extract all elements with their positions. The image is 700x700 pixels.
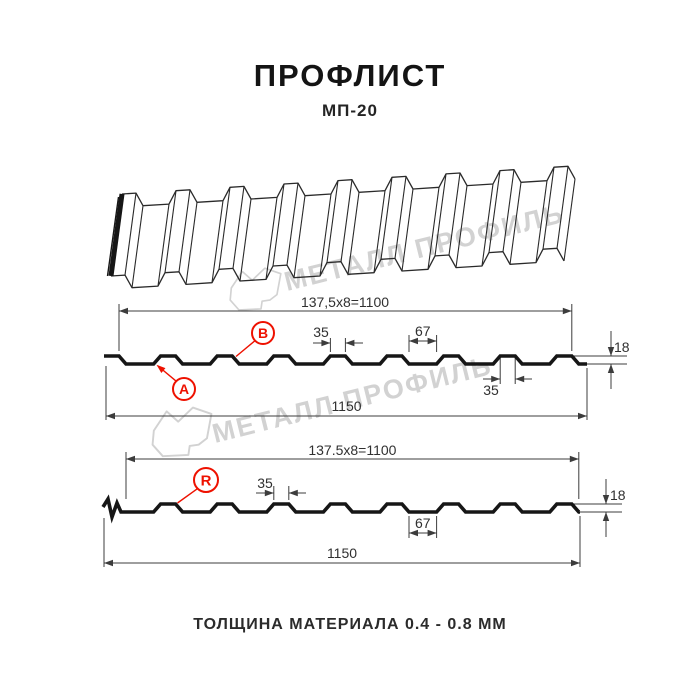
- dimension-height-label: 18: [610, 487, 626, 503]
- rib-edge-line: [434, 173, 447, 256]
- callout-leader: [235, 340, 256, 358]
- arrowhead: [578, 412, 587, 420]
- arrowhead: [409, 337, 418, 345]
- rib-edge-line: [326, 180, 339, 263]
- rib-edge-line: [185, 202, 198, 285]
- arrowhead: [409, 529, 418, 537]
- rib-edge-line: [563, 178, 576, 261]
- arrowhead: [571, 559, 580, 567]
- rib-edge-line: [380, 177, 393, 260]
- arrowhead: [106, 412, 115, 420]
- brand-logo-watermark: [229, 267, 282, 311]
- sheet-cut-edge-inner: [106, 196, 120, 277]
- point-marker-a: [172, 377, 196, 401]
- rib-edge-line: [178, 189, 191, 272]
- rib-edge-line: [401, 188, 414, 272]
- rib-edge-line: [232, 186, 245, 269]
- sheet-cut-edge: [108, 193, 125, 277]
- rib-edge-line: [272, 183, 285, 267]
- arrowhead: [427, 337, 437, 345]
- dimension-height-label: 18: [614, 339, 630, 355]
- arrowhead: [491, 375, 501, 383]
- sheet-top-edge: [121, 165, 576, 207]
- cross-section-top: [104, 304, 627, 420]
- rib-edge-line: [481, 183, 494, 267]
- arrowhead: [427, 529, 437, 537]
- arrowhead: [345, 339, 355, 347]
- arrowhead: [569, 455, 579, 463]
- rib-edge-line: [347, 192, 360, 275]
- rib-edge-line: [131, 205, 144, 288]
- dimension-rib-top-label: 35: [313, 324, 329, 340]
- profile-outline: [104, 354, 587, 366]
- profile-outline: [101, 494, 581, 524]
- point-marker-r: [193, 467, 219, 493]
- arrowhead: [321, 339, 331, 347]
- rib-edge-line: [211, 200, 224, 283]
- dimension-valley-label: 67: [415, 515, 431, 531]
- arrowhead: [126, 455, 135, 463]
- rib-edge-line: [373, 190, 386, 273]
- dimension-rib-top-label: 35: [257, 475, 273, 491]
- arrowhead: [104, 559, 113, 567]
- material-thickness-note: ТОЛЩИНА МАТЕРИАЛА 0.4 - 0.8 ММ: [193, 616, 507, 633]
- dimension-pitch-label: 137,5x8=1100: [301, 294, 389, 310]
- point-label-a: A: [179, 381, 189, 397]
- rib-edge-line: [556, 166, 569, 249]
- rib-edge-line: [293, 195, 306, 278]
- rib-edge-line: [502, 169, 515, 252]
- arrowhead: [607, 364, 615, 373]
- arrowhead: [515, 375, 525, 383]
- arrowhead: [156, 364, 166, 374]
- cross-section-bottom: [101, 452, 622, 567]
- arrowhead: [119, 307, 128, 315]
- rib-edge-line: [535, 180, 548, 263]
- dimension-rib-lower-label: 35: [483, 382, 499, 398]
- point-label-r: R: [201, 473, 212, 490]
- dimension-overall-width-label: 1150: [331, 398, 361, 414]
- brand-logo-watermark: [151, 406, 213, 458]
- rib-edge-line: [448, 172, 461, 256]
- rib-edge-line: [124, 193, 137, 276]
- rib-edge-line: [265, 197, 278, 280]
- arrowhead: [602, 495, 610, 504]
- rib-edge-line: [455, 185, 468, 268]
- arrowhead: [607, 347, 615, 356]
- rib-edge-line: [239, 198, 252, 282]
- rib-edge-line: [157, 204, 170, 287]
- arrowhead: [602, 512, 610, 521]
- rib-edge-line: [488, 170, 501, 253]
- dimension-valley-label: 67: [415, 323, 431, 339]
- page-title: ПРОФЛИСТ: [253, 58, 447, 93]
- rib-edge-line: [542, 167, 555, 250]
- cross-section-top-labels: 137,5x8=1100 35 67 18 35 1150 A B: [179, 294, 630, 414]
- arrowhead: [562, 307, 572, 315]
- rib-edge-line: [427, 187, 440, 270]
- profile-model-name: МП-20: [322, 101, 378, 120]
- rib-edge-line: [164, 190, 177, 273]
- point-label-b: B: [258, 325, 268, 341]
- rib-edge-line: [218, 187, 231, 270]
- dimension-overall-width-label: 1150: [327, 545, 357, 561]
- arrowhead: [264, 489, 274, 497]
- dimension-pitch-label: 137.5x8=1100: [308, 442, 396, 458]
- callout-leader: [177, 488, 199, 504]
- rib-edge-line: [340, 179, 353, 262]
- rib-edge-line: [319, 193, 332, 277]
- rib-edge-line: [509, 182, 522, 265]
- rib-edge-line: [394, 176, 407, 259]
- arrowhead: [288, 489, 298, 497]
- sheet-3d-view: [106, 165, 576, 289]
- cross-section-bottom-labels: 137.5x8=1100 35 67 18 1150 R: [201, 442, 626, 561]
- rib-edge-line: [286, 183, 299, 266]
- point-marker-b: [251, 321, 275, 345]
